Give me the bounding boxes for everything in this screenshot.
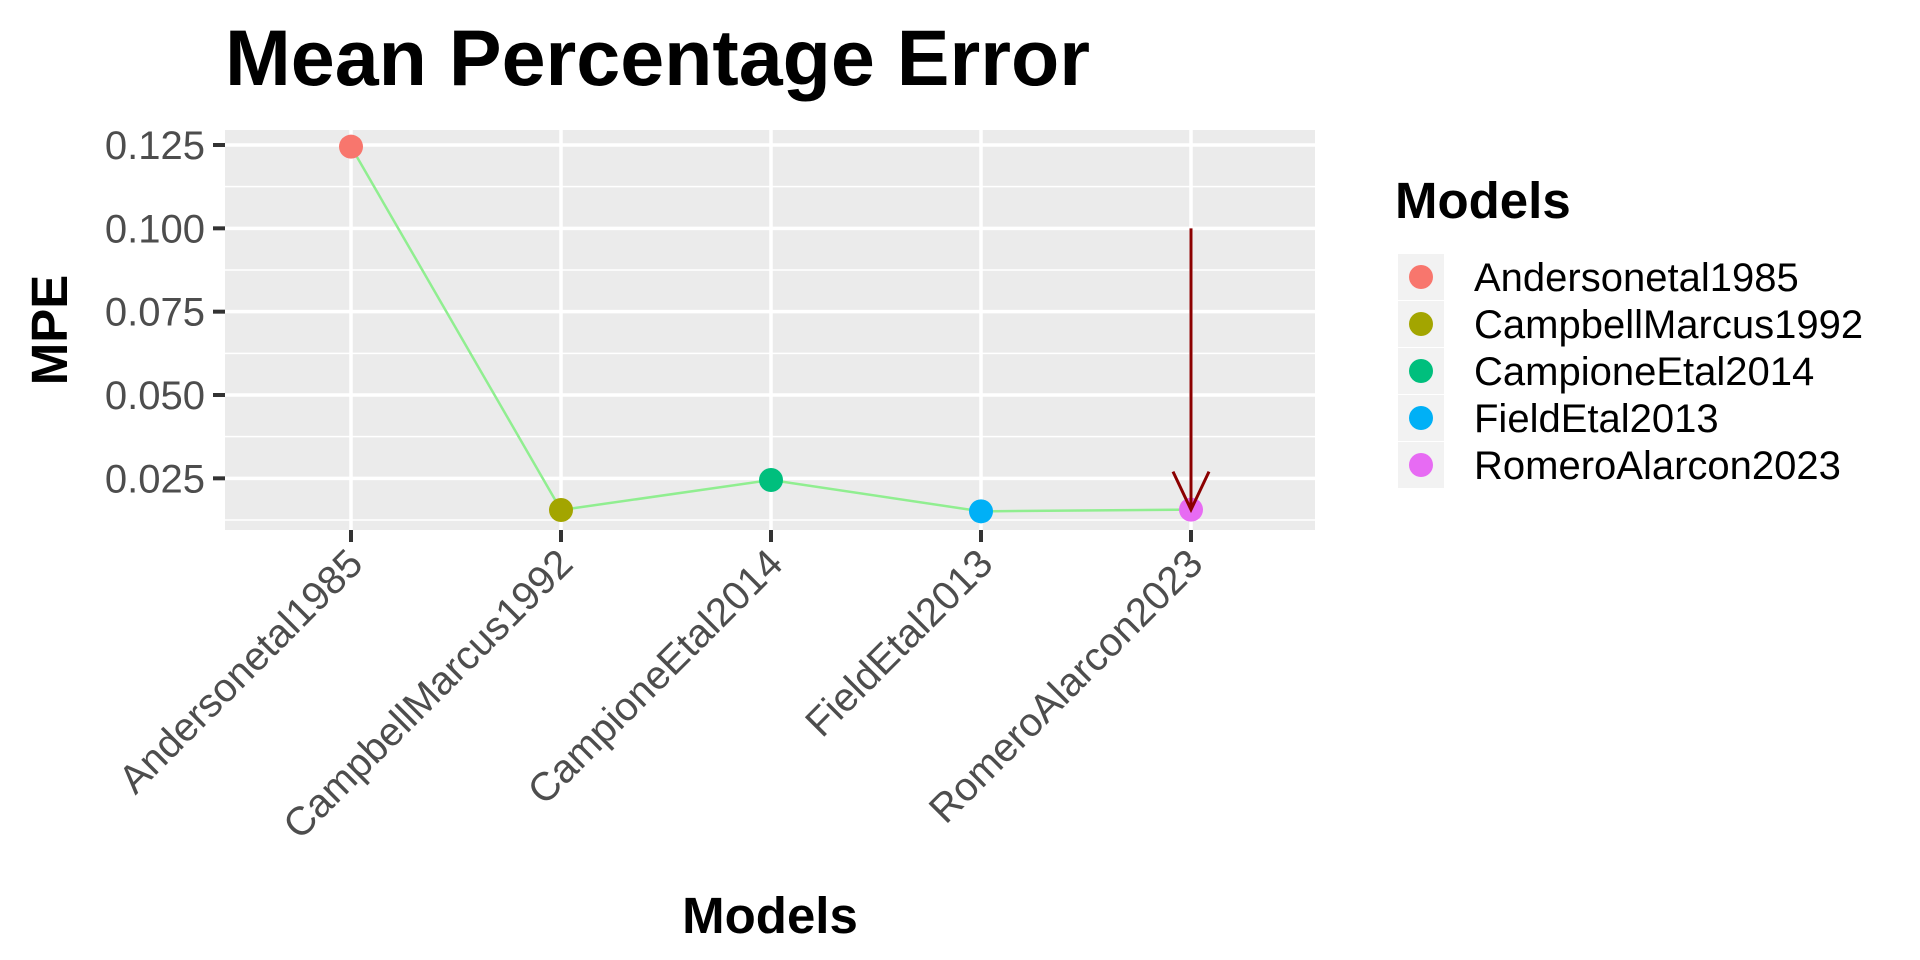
data-point-CampbellMarcus1992	[549, 498, 573, 522]
data-point-Andersonetal1985	[339, 134, 363, 159]
legend-label: RomeroAlarcon2023	[1474, 444, 1841, 488]
x-axis-title: Models	[682, 887, 858, 944]
legend-label: Andersonetal1985	[1474, 256, 1799, 300]
legend-key-RomeroAlarcon2023	[1409, 453, 1433, 477]
y-tick-label: 0.075	[105, 291, 205, 335]
legend-key-CampbellMarcus1992	[1409, 312, 1433, 336]
data-point-CampioneEtal2014	[759, 468, 783, 492]
chart-title: Mean Percentage Error	[225, 13, 1090, 102]
x-tick-label: FieldEtal2013	[797, 541, 1001, 745]
legend-key-CampioneEtal2014	[1409, 359, 1433, 383]
y-axis: 0.025 0.050 0.075 0.100 0.125	[105, 124, 225, 501]
data-point-FieldEtal2013	[969, 499, 993, 524]
arrow-annotation	[1171, 228, 1211, 514]
y-tick-label: 0.025	[105, 457, 205, 501]
legend-label: CampbellMarcus1992	[1474, 303, 1863, 347]
legend-key-FieldEtal2013	[1409, 406, 1433, 430]
legend-label: FieldEtal2013	[1474, 397, 1719, 441]
y-tick-label: 0.125	[105, 124, 205, 168]
legend-key-Andersonetal1985	[1409, 265, 1433, 289]
y-axis-title: MPE	[21, 275, 78, 386]
y-tick-label: 0.050	[105, 374, 205, 418]
arrow-head	[1171, 471, 1211, 514]
mpe-series	[339, 134, 1203, 524]
legend-label: CampioneEtal2014	[1474, 350, 1814, 394]
legend-title: Models	[1395, 172, 1571, 229]
y-tick-label: 0.100	[105, 207, 205, 251]
x-axis: Andersonetal1985CampbellMarcus1992Campio…	[111, 530, 1211, 847]
legend: Models Andersonetal1985CampbellMarcus199…	[1395, 172, 1863, 488]
